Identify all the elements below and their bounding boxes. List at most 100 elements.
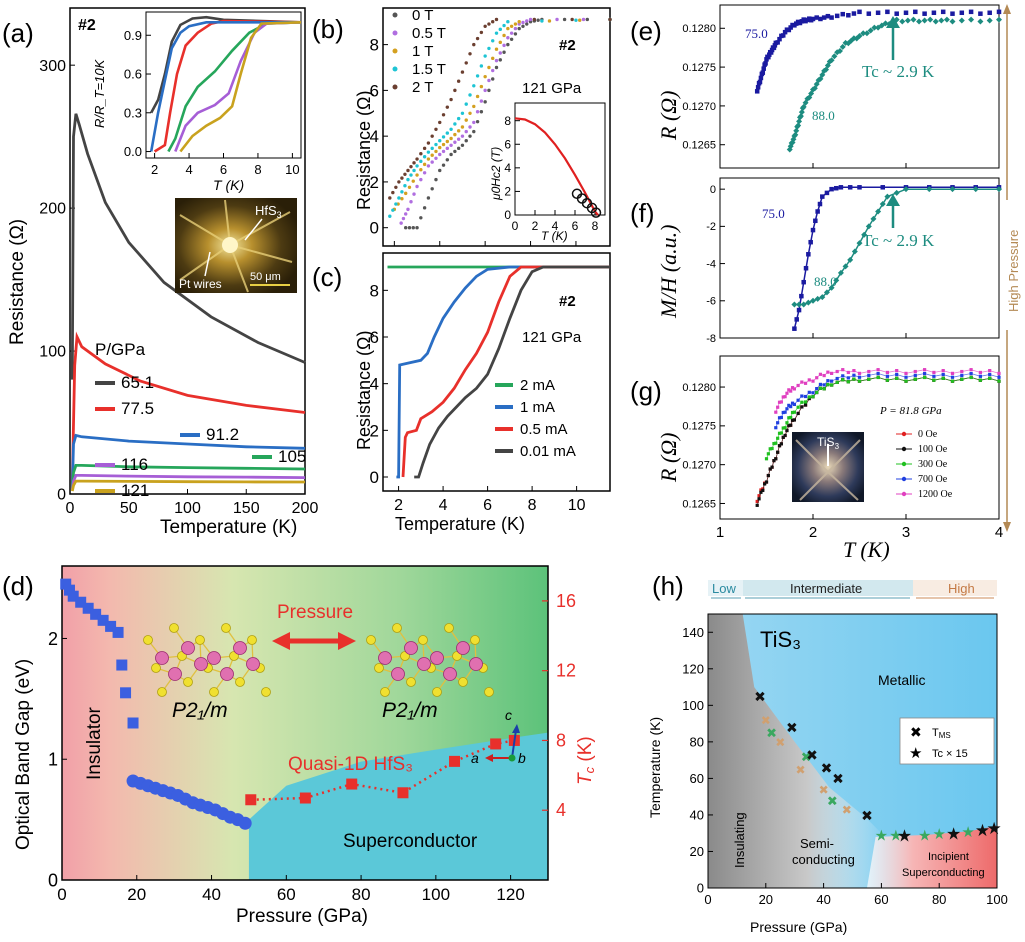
legend-b-dot [392, 66, 398, 72]
point-g-1200 Oe [941, 368, 945, 373]
point-g-1200 Oe [997, 371, 1001, 375]
point-g-300 Oe [978, 378, 982, 382]
point-e-75.0 [782, 29, 788, 35]
point-e-75.0 [757, 79, 763, 85]
band-gap-square [127, 717, 139, 729]
point-g-700 Oe [807, 390, 811, 394]
point-b-1.5 T [388, 214, 392, 218]
point-e-88.0 [932, 18, 939, 25]
d-ytick-label: 1 [48, 750, 58, 770]
d-xtick-label: 40 [202, 885, 221, 904]
sulfur-atom [143, 635, 153, 645]
c-ytick-label: 0 [370, 468, 379, 487]
semiconducting-label-2: conducting [792, 852, 855, 867]
point-g-700 Oe [923, 371, 927, 376]
tc-point [245, 794, 257, 806]
c-ytick-label: 2 [370, 421, 379, 440]
point-b-1 T [498, 40, 502, 45]
point-g-700 Oe [885, 374, 889, 378]
ai-ytick-label: 0.6 [124, 67, 142, 82]
point-g-100 Oe [761, 488, 765, 493]
point-b-1.5 T [475, 74, 480, 78]
point-e-88.0 [986, 17, 993, 24]
point-f-88.0 [996, 186, 1002, 193]
curve-a-121 [70, 479, 306, 492]
point-g-1200 Oe [776, 405, 780, 409]
point-g-700 Oe [785, 407, 789, 411]
d-y2tick-label: 4 [556, 800, 566, 820]
point-b-0 T [456, 146, 461, 151]
tc-green-star: ★ [932, 826, 945, 843]
h-ytick-label: 40 [690, 807, 704, 822]
sulfur-atom [392, 623, 402, 633]
point-g-100 Oe [770, 465, 774, 469]
curve-c-1 mA [396, 265, 610, 479]
tc-green-star: ★ [961, 824, 974, 841]
hafnium-atom [194, 657, 208, 671]
pressure-double-arrow-left [272, 632, 290, 650]
g-ytick-label: 0.1270 [682, 460, 716, 472]
point-b-2 T [397, 180, 401, 184]
point-f-75.0 [829, 186, 834, 192]
point-f-75.0 [801, 279, 806, 285]
point-g-100 Oe [783, 433, 787, 438]
h-ytick-label: 0 [697, 881, 704, 896]
point-b-1.5 T [479, 64, 484, 68]
c-xtick-label: 4 [439, 497, 448, 514]
point-e-75.0 [922, 11, 927, 16]
point-e-75.0 [810, 16, 816, 22]
c-xtick-label: 2 [394, 497, 403, 514]
d-y2tick-label: 16 [556, 591, 576, 611]
panel-h-xlabel: Pressure (GPa) [750, 919, 847, 935]
f-ytick-label: -8 [706, 333, 716, 345]
hafnium-atom [417, 657, 431, 671]
point-g-300 Oe [818, 386, 823, 390]
a-xtick-label: 100 [174, 500, 201, 517]
point-e-75.0 [885, 9, 890, 15]
point-g-100 Oe [777, 444, 782, 448]
point-b-1.5 T [391, 208, 395, 212]
point-e-75.0 [814, 15, 819, 20]
b-ytick-label: 8 [370, 36, 379, 55]
sulfur-atom [470, 635, 480, 645]
legend-g-label: 700 Oe [918, 474, 948, 485]
point-f-88.0 [800, 301, 807, 308]
point-g-100 Oe [789, 423, 793, 427]
point-b-0.5 T [434, 156, 438, 160]
point-g-100 Oe [790, 418, 795, 422]
photo-a-label-hfs3-text: HfS [255, 203, 277, 218]
point-g-700 Oe [792, 402, 796, 407]
point-g-300 Oe [950, 379, 955, 383]
point-b-0 T [521, 24, 525, 29]
point-g-300 Oe [768, 447, 772, 451]
sulfur-atom [151, 663, 161, 673]
point-g-700 Oe [790, 401, 795, 405]
point-b-2 T [400, 176, 404, 180]
b-ytick-label: 4 [370, 127, 379, 146]
photo-g-label-sub: 3 [835, 442, 840, 451]
point-b-1.5 T [400, 190, 404, 194]
point-f-88.0 [823, 289, 830, 296]
panel-c-frame [382, 252, 611, 492]
point-g-0 Oe [759, 488, 763, 492]
point-b-0 T [483, 100, 487, 104]
point-e-88.0 [797, 113, 804, 120]
panel-b-tag: #2 [559, 37, 576, 54]
bi-ytick-label: 2 [504, 185, 511, 199]
c-xtick-label: 6 [483, 497, 492, 514]
point-b-0.5 T [449, 143, 453, 148]
pressure-double-arrow [272, 632, 356, 650]
tc-point [299, 792, 311, 804]
point-b-2 T [434, 127, 438, 131]
point-g-700 Oe [822, 383, 826, 387]
point-b-1 T [426, 157, 431, 161]
point-g-1200 Oe [785, 391, 789, 395]
point-e-88.0 [856, 33, 863, 40]
d-xtick-label: 80 [352, 885, 371, 904]
point-b-0 T [487, 88, 491, 93]
point-e-75.0 [834, 13, 840, 19]
point-b-0.5 T [468, 125, 472, 129]
point-e-75.0 [760, 70, 766, 75]
ai-xtick-label: 4 [185, 162, 192, 177]
point-f-88.0 [791, 301, 798, 308]
